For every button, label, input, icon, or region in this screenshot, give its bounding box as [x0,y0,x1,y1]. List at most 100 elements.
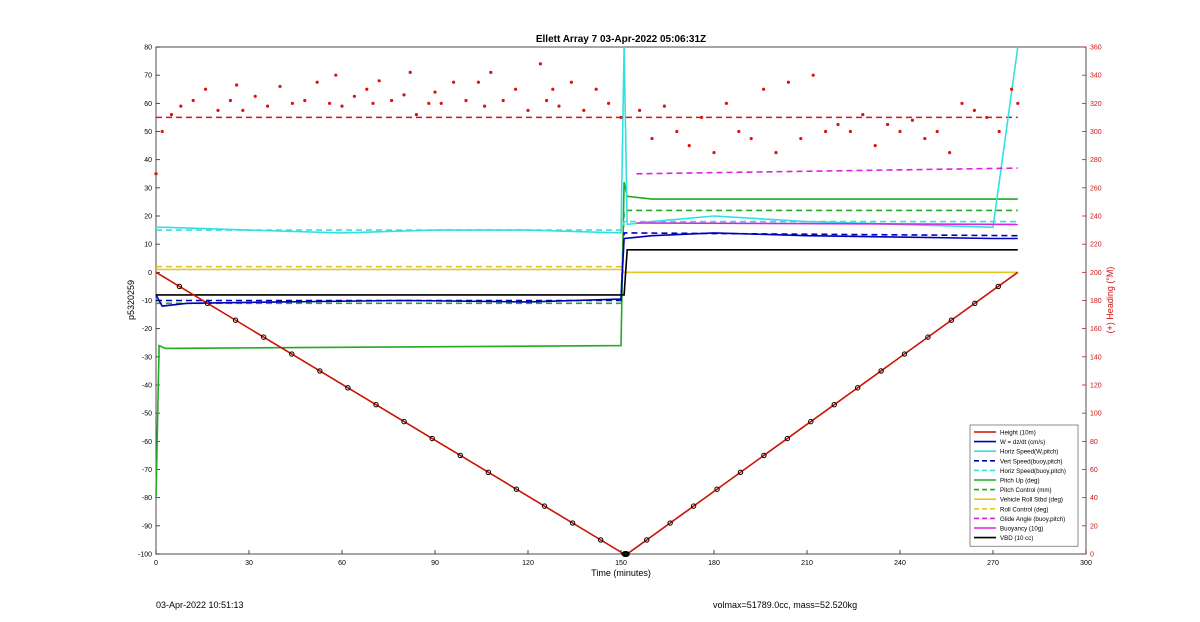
height-marker [345,385,351,391]
heading-point [1016,101,1020,105]
height-marker [901,351,908,357]
series-lines [155,46,1019,555]
series-line-10 [636,222,1018,226]
height-marker [569,520,576,526]
y-tick-label: -70 [142,467,152,474]
heading-point [538,62,543,66]
heading-point [377,79,381,83]
legend-entry: Buoyancy (10g) [1000,526,1043,533]
y-tick-label: -100 [138,552,152,559]
series-line-3 [156,232,1018,302]
heading-point [948,151,952,155]
y2-tick-label: 60 [1090,467,1098,474]
y-tick-label: -30 [142,354,152,361]
heading-point [619,115,623,120]
height-marker [232,317,239,323]
heading-point [514,87,518,91]
legend-entry: Horiz Speed(W,pitch) [1000,449,1058,456]
heading-point [169,113,174,117]
series-line-9 [636,167,1018,175]
heading-point [762,87,766,91]
chart-title: Ellett Array 7 03-Apr-2022 05:06:31Z [536,34,706,45]
y2-tick-label: 160 [1090,326,1102,333]
heading-point [408,70,412,74]
y2-tick-label: 140 [1090,354,1102,361]
heading-point [712,151,716,155]
heading-point [960,101,964,105]
legend: Height (10m) W = dz/dt (cm/s) Horiz Speed(… [969,424,1079,547]
series-line-11 [156,249,1018,296]
heading-point [427,101,431,105]
y2-tick-label: 280 [1090,157,1102,164]
heading-point [724,101,729,105]
heading-point [154,172,158,176]
y2-tick-label: 40 [1090,495,1098,502]
heading-point [179,104,183,108]
y2-tick-label: 220 [1090,242,1102,249]
y-tick-label: -40 [142,383,152,390]
heading-point [340,104,344,108]
height-marker [457,452,463,459]
height-marker [373,402,379,408]
y-tick-label: 50 [144,129,152,136]
y-tick-label: -10 [142,298,152,305]
x-tick-label: 30 [245,560,253,567]
height-marker [995,283,1001,290]
y2-tick-label: 100 [1090,411,1102,418]
heading-point [700,115,704,120]
height-marker [714,486,720,492]
heading-point [483,104,487,108]
heading-point [328,101,332,105]
heading-point [811,73,815,77]
legend-entry: Vehicle Roll Stbd (deg) [1000,497,1063,504]
legend-entry: Glide Angle (buoy,pitch) [1000,516,1065,523]
heading-point [675,129,679,134]
y-tick-label: 80 [144,45,152,52]
heading-point [489,70,493,74]
heading-point [402,93,406,97]
height-marker [513,486,520,492]
height-marker [644,537,650,543]
heading-point [935,129,939,134]
footer-timestamp: 03-Apr-2022 10:51:13 [156,600,244,610]
heading-point [985,115,989,120]
heading-point [551,87,555,91]
y-tick-label: 70 [144,73,152,80]
heading-point [898,129,902,134]
heading-point [582,108,586,112]
heading-point [662,104,667,108]
heading-point [774,151,778,155]
height-marker [854,385,861,391]
heading-point [650,136,654,141]
heading-point [433,90,437,94]
heading-point [557,104,561,108]
heading-point [749,136,753,141]
footer-volmax: volmax=51789.0cc, mass=52.520kg [713,600,858,610]
heading-point [737,129,741,134]
height-marker [260,334,267,340]
height-marker [784,435,791,442]
heading-point [786,80,791,84]
heading-point [594,87,598,91]
heading-point [886,122,890,127]
x-tick-label: 300 [1080,560,1092,567]
x-tick-label: 0 [154,560,158,567]
heading-point [365,87,369,91]
heading-point [873,143,877,148]
legend-entry: Pitch Up (deg) [1000,478,1040,485]
heading-point [910,118,915,122]
heading-point [799,136,803,141]
series-line-1 [155,232,1018,307]
height-marker [667,520,673,526]
height-marker [878,368,884,374]
height-marker [972,300,978,307]
heading-point [216,108,220,112]
legend-entry: Roll Control (deg) [1000,506,1049,513]
height-marker [176,283,183,290]
series-line-0 [155,271,1019,555]
y2-tick-label: 0 [1090,552,1094,559]
heading-point [241,108,245,112]
heading-point [501,98,505,103]
y2-tick-label: 340 [1090,73,1102,80]
